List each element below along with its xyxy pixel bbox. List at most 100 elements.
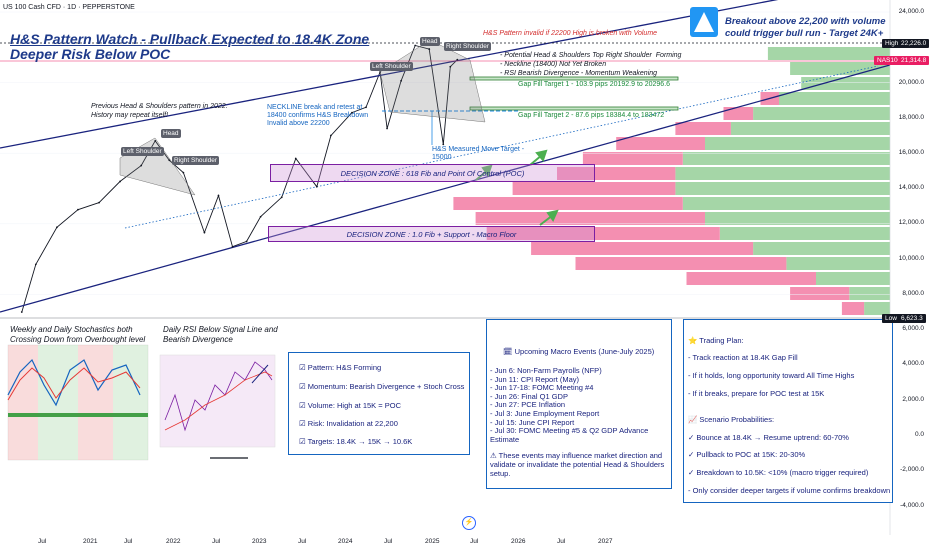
scenario-line: ✓ Bounce at 18.4K → Resume uptrend: 60-7… [688,433,849,442]
scenario-title: 📈 Scenario Probabilities: [688,415,775,424]
bull-arrow-icon [690,7,718,37]
volume-profile [453,47,890,315]
x-tick: 2023 [252,538,267,545]
volume-profile-bar-up [753,107,890,120]
gap-fill-1-label: Gap Fill Target 1 - 103.9 pips 20192.9 t… [518,81,671,88]
volume-profile-bar-up [730,122,890,135]
current-price-tag: 21,314.8 [898,56,930,65]
macro-events-panel: 🗓 Upcoming Macro Events (June-July 2025)… [486,319,672,489]
scenario-line: - Only consider deeper targets if volume… [688,486,891,495]
trading-plan-panel: ⭐ Trading Plan: - Track reaction at 18.4… [683,319,893,503]
x-tick: Jul [384,538,393,545]
volume-profile-bar-up [682,152,890,165]
price-point [154,139,157,142]
x-tick: Jul [557,538,566,545]
price-points [20,44,459,313]
symbol-label[interactable]: US 100 Cash CFD · 1D · PEPPERSTONE [3,4,135,11]
low-label: Low [882,314,900,323]
checklist-item: ☑ Targets: 18.4K → 15K → 10.6K [299,437,413,446]
plan-line: - Track reaction at 18.4K Gap Fill [688,353,798,362]
y-tick: 24,000.0 [898,8,924,15]
volume-profile-bar-down [723,107,754,120]
price-point [140,164,143,167]
gap-fill-1-band [469,76,679,81]
scenario-line: ✓ Pullback to POC at 15K: 20-30% [688,450,806,459]
price-point [280,196,283,199]
x-tick: 2027 [598,538,613,545]
x-tick: 2021 [83,538,98,545]
volume-profile-bar-up [779,92,890,105]
pattern-warning: H&S Pattern invalid if 22200 High is bro… [483,30,658,37]
volume-profile-bar-down [557,167,676,180]
chart-subtitle: Deeper Risk Below POC [10,46,171,62]
tag-right-shoulder-2022: Right Shoulder [172,156,219,165]
checklist-item: ☑ Momentum: Bearish Divergence + Stoch C… [299,382,465,391]
checklist-item: ☑ Risk: Invalidation at 22,200 [299,419,398,428]
x-tick: Jul [298,538,307,545]
high-value: 22,226.0 [898,39,930,48]
x-tick: 2026 [511,538,526,545]
rsi-note: Daily RSI Below Signal Line and Bearish … [163,325,278,344]
volume-profile-bar-up [864,302,890,315]
volume-profile-bar-up [675,167,890,180]
y-tick: -4,000.0 [900,502,924,509]
lower-channel-line [0,64,891,313]
y-tick: 18,000.0 [898,114,924,121]
volume-profile-bar-down [841,302,865,315]
y-tick: 4,000.0 [902,360,924,367]
hs-move-note: H&S Measured Move Target - 15000 [432,146,525,161]
stochastic-thumbnail [7,344,149,461]
y-tick: 8,000.0 [902,290,924,297]
price-point [182,171,185,174]
hs-2025-shape [379,39,486,123]
x-tick: 2024 [338,538,353,545]
volume-profile-bar-up [719,227,890,240]
tag-left-shoulder-2022: Left Shoulder [121,147,164,156]
volume-profile-bar-down [675,122,731,135]
tag-head-2022: Head [161,129,181,138]
decision-zone-2[interactable]: DECISION ZONE : 1.0 Fib + Support - Macr… [268,226,595,242]
decision-zone-1[interactable]: DECISION ZONE : 618 Fib and Point Of Con… [270,164,595,182]
y-tick: 12,000.0 [898,219,924,226]
volume-profile-bar-up [849,287,890,300]
price-point [259,215,262,218]
volume-profile-bar-down [453,197,683,210]
neckline-note: NECKLINE break and retest at 18400 confi… [267,104,369,127]
price-point [119,180,122,183]
price-point [386,127,388,130]
price-point [428,48,431,50]
price-point [294,157,297,160]
current-symbol-tag: NAS100 [874,56,905,65]
price-point [56,226,58,229]
x-tick: Jul [470,538,479,545]
price-point [379,71,381,73]
volume-profile-bar-down [512,182,676,195]
price-point [245,240,248,243]
volume-profile-bar-down [531,242,754,255]
plan-title: ⭐ Trading Plan: [688,336,744,345]
volume-profile-bar-down [790,287,850,300]
volume-profile-bar-up [753,242,890,255]
price-point [351,111,353,114]
x-tick: 2025 [425,538,440,545]
tag-right-shoulder-2025: Right Shoulder [444,42,491,51]
tradingview-logo-icon[interactable]: ⚡ [462,516,476,530]
price-point [231,245,234,248]
chart-title: H&S Pattern Watch - Pullback Expected to… [10,31,370,47]
tag-head-2025: Head [420,37,440,46]
price-point [449,65,452,68]
volume-profile-bar-down [486,227,720,240]
rsi-thumbnail [159,354,276,459]
price-point [203,231,206,234]
price-point [315,185,318,188]
price-point [77,208,79,211]
green-arrows [475,149,559,226]
plan-line: - If it holds, long opportunity toward A… [688,371,855,380]
y-tick: 20,000.0 [898,79,924,86]
macro-events-list: - Jun 6: Non-Farm Payrolls (NFP) - Jun 1… [490,366,649,444]
price-point [329,134,332,137]
price-point [217,194,220,197]
y-tick: 14,000.0 [898,184,924,191]
volume-profile-bar-down [575,257,787,270]
